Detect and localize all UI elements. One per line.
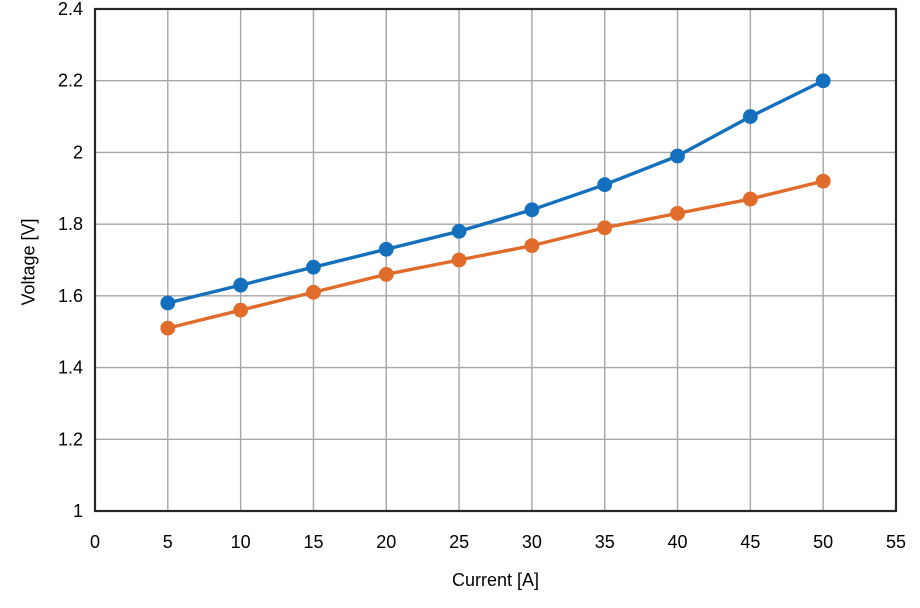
y-tick-label: 1.8 [58, 214, 83, 234]
orange-curve-line [166, 179, 825, 330]
x-tick-label: 10 [231, 532, 251, 552]
y-tick-label: 2.2 [58, 71, 83, 91]
y-tick-label: 1.2 [58, 429, 83, 449]
x-tick-label: 20 [376, 532, 396, 552]
blue-curve-marker [742, 109, 758, 124]
blue-curve-marker [378, 241, 394, 257]
y-tick-label: 1.6 [58, 286, 83, 306]
orange-curve-marker [742, 191, 758, 207]
blue-curve-marker [160, 295, 176, 311]
blue-curve-marker [815, 73, 831, 89]
orange-curve-marker [233, 302, 249, 318]
x-tick-label: 15 [303, 532, 323, 552]
x-tick-label: 45 [740, 532, 760, 552]
x-tick-label: 25 [449, 532, 469, 552]
orange-curve-marker [451, 252, 467, 268]
x-tick-label: 5 [163, 532, 173, 552]
y-tick-label: 2 [73, 142, 83, 162]
orange-curve-marker [378, 266, 394, 282]
y-axis-label: Voltage [V] [18, 218, 39, 306]
blue-curve-marker [233, 277, 249, 293]
blue-curve-line [166, 79, 825, 305]
plot-frame [93, 7, 898, 513]
orange-curve-marker [670, 205, 685, 221]
x-tick-label: 50 [813, 532, 833, 552]
x-tick-label: 0 [90, 532, 100, 552]
orange-curve-marker [597, 220, 613, 236]
blue-curve-marker [670, 148, 685, 164]
y-tick-label: 1.4 [58, 358, 83, 378]
orange-curve-marker [160, 320, 176, 336]
orange-curve-marker [815, 173, 831, 189]
blue-curve-marker [451, 223, 467, 239]
orange-curve-marker [306, 284, 321, 300]
x-tick-label: 55 [886, 532, 906, 552]
orange-curve-marker [524, 238, 540, 254]
y-tick-label: 2.4 [58, 0, 83, 19]
x-tick-label: 40 [668, 532, 688, 552]
blue-curve-marker [524, 202, 540, 218]
x-tick-label: 30 [522, 532, 542, 552]
blue-curve-marker [306, 259, 321, 275]
x-axis-label: Current [A] [451, 570, 540, 590]
y-tick-label: 1 [73, 501, 83, 521]
blue-curve-marker [597, 177, 613, 193]
x-tick-label: 35 [595, 532, 615, 552]
